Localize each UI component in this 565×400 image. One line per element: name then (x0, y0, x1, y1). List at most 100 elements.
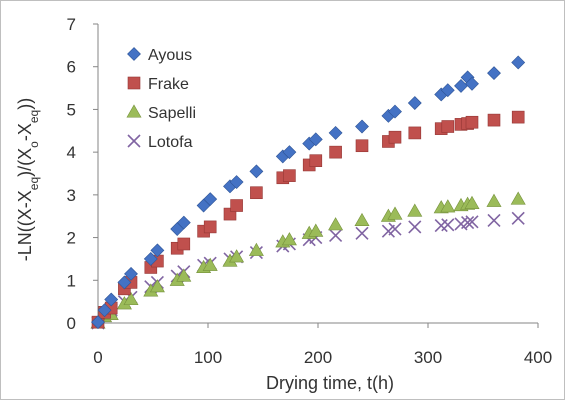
data-point-sapelli (176, 268, 192, 282)
x-marker-stroke (329, 228, 343, 243)
data-point-sapelli (202, 257, 218, 271)
data-point-ayous (328, 125, 343, 140)
data-point-ayous (97, 303, 112, 318)
data-point-ayous (440, 83, 455, 98)
data-point-lotofa (511, 211, 525, 225)
data-point-lotofa (388, 222, 402, 236)
data-point-lotofa (329, 228, 343, 243)
data-point-frake (177, 237, 191, 251)
x-tick-label: 300 (414, 348, 442, 367)
y-tick-label: 0 (67, 314, 76, 333)
x-tick-label: 100 (194, 348, 222, 367)
legend-marker-lotofa (127, 134, 141, 148)
y-axis-title-part: -X (15, 123, 35, 141)
legend-marker-sapelli (126, 104, 142, 118)
x-tick-label: 400 (524, 348, 552, 367)
x-tick-label: 0 (93, 348, 102, 367)
data-point-ayous (308, 132, 323, 147)
data-point-ayous (91, 315, 105, 330)
legend-marker-frake (127, 76, 141, 90)
data-point-ayous (407, 96, 422, 110)
data-point-lotofa (465, 215, 479, 229)
data-point-frake (487, 113, 501, 127)
data-points (90, 55, 526, 330)
data-point-lotofa (487, 213, 501, 228)
data-point-frake (408, 126, 422, 140)
y-axis-title-subscript: eq (27, 110, 41, 123)
legend-label-ayous: Ayous (148, 47, 192, 64)
data-point-frake (388, 130, 402, 144)
data-point-ayous (124, 266, 138, 281)
y-tick-label: 6 (67, 58, 76, 77)
data-point-frake (329, 145, 342, 159)
data-point-ayous (388, 104, 402, 119)
data-point-frake (465, 115, 479, 129)
data-point-ayous (465, 76, 479, 91)
data-point-sapelli (281, 232, 297, 246)
data-point-ayous (249, 164, 264, 179)
data-point-frake (203, 220, 217, 234)
data-point-lotofa (355, 226, 369, 240)
y-axis-title-part: )) (15, 98, 35, 110)
y-tick-label: 3 (67, 186, 76, 205)
legend-marker-ayous (127, 47, 141, 61)
x-marker-stroke (465, 215, 479, 229)
data-point-sapelli (387, 206, 403, 220)
data-point-frake (283, 169, 296, 182)
x-marker-stroke (511, 211, 525, 225)
data-point-ayous (282, 145, 297, 160)
data-point-frake (309, 154, 323, 167)
x-tick-label: 200 (304, 348, 332, 367)
data-point-sapelli (407, 203, 423, 217)
x-marker-stroke (388, 222, 402, 236)
y-tick-label: 4 (67, 143, 76, 162)
y-tick-label: 5 (67, 100, 76, 119)
data-point-ayous (117, 275, 132, 290)
data-point-lotofa (461, 216, 475, 230)
tick-labels: 0 1 2 3 4 5 6 7 0 100 200 300 400 (67, 15, 553, 367)
data-point-ayous (176, 215, 191, 230)
y-axis-title-subscript: eq (27, 177, 41, 190)
x-axis-title: Drying time, t(h) (266, 373, 394, 393)
data-point-ayous (487, 66, 501, 81)
data-point-sapelli (123, 291, 139, 306)
data-point-lotofa (441, 218, 455, 232)
data-point-sapelli (464, 195, 480, 209)
data-point-ayous (203, 192, 218, 207)
y-axis-title-part: -LN((X-X (15, 190, 35, 261)
data-point-sapelli (440, 199, 456, 213)
y-tick-label: 1 (67, 271, 76, 290)
data-point-frake (250, 186, 263, 200)
axes (93, 23, 539, 328)
x-marker-stroke (408, 220, 422, 234)
y-axis-title-subscript: o (27, 141, 41, 148)
legend-label-lotofa: Lotofa (148, 134, 193, 151)
data-point-ayous (355, 119, 369, 134)
x-marker-stroke (461, 216, 475, 230)
data-point-frake (355, 139, 369, 153)
y-axis-title-part: )/(X (15, 148, 35, 177)
x-marker-stroke (441, 218, 455, 232)
y-tick-label: 7 (67, 15, 76, 34)
data-point-ayous (150, 243, 165, 258)
data-point-sapelli (486, 193, 502, 207)
data-point-ayous (511, 55, 526, 70)
x-marker-stroke (487, 213, 501, 228)
data-point-lotofa (408, 220, 422, 234)
data-point-sapelli (229, 249, 245, 263)
data-point-frake (441, 120, 455, 133)
data-point-sapelli (328, 217, 344, 231)
data-point-frake (230, 199, 243, 212)
y-tick-label: 2 (67, 229, 76, 248)
data-point-ayous (104, 292, 119, 307)
data-point-sapelli (248, 242, 264, 256)
x-marker-stroke (355, 226, 369, 240)
legend-label-sapelli: Sapelli (148, 105, 196, 122)
data-point-sapelli (149, 279, 165, 293)
x-marker-stroke (127, 134, 141, 148)
legend-label-frake: Frake (148, 76, 189, 93)
data-point-ayous (143, 252, 158, 266)
data-point-sapelli (354, 212, 370, 227)
